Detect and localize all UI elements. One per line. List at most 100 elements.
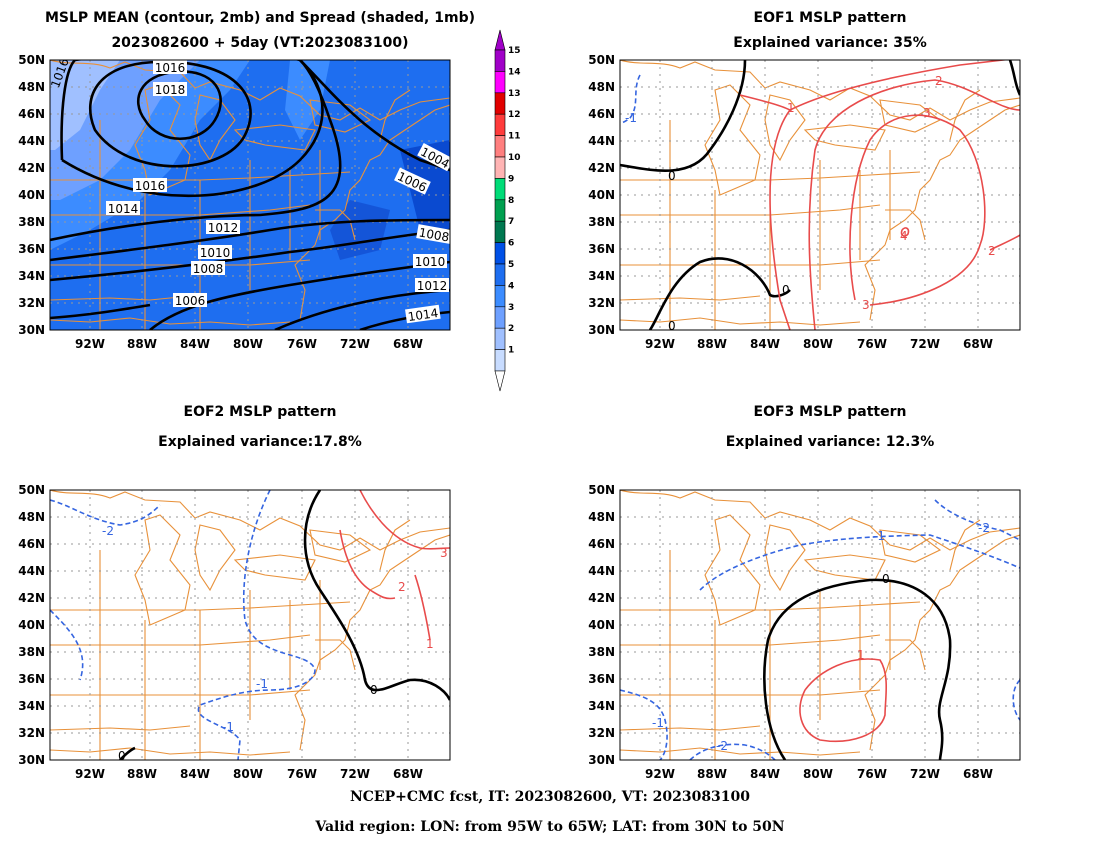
lat-tick-label: 34N [18,699,45,713]
lat-tick-label: 46N [18,107,45,121]
contour-label: 1008 [193,262,224,276]
contour-label: 1010 [415,255,446,269]
lat-tick-label: 46N [588,107,615,121]
lat-tick-label: 30N [588,323,615,337]
contour-label: 3 [862,298,870,312]
colorbar-level-label: 4 [508,281,514,291]
lon-tick-label: 88W [127,767,157,781]
colorbar-swatch [494,327,506,350]
lon-tick-label: 72W [340,767,370,781]
contour-negative-1 [699,534,1020,591]
contour-label: -2 [716,739,728,753]
lat-tick-label: 42N [18,161,45,175]
contour-1-north [789,60,1010,111]
lon-tick-label: 88W [127,337,157,351]
map-frame [49,489,451,761]
lat-tick-label: 48N [588,80,615,94]
eof3-panel-title: EOF3 MSLP pattern [753,404,907,420]
colorbar-level-label: 1 [508,346,514,356]
lon-tick-label: 88W [697,337,727,351]
colorbar-swatch [494,349,506,372]
colorbar-swatch [494,178,506,201]
contour-label: 2 [935,74,943,88]
lat-tick-label: 40N [588,188,615,202]
lon-tick-label: 72W [340,337,370,351]
mslp-mean-contours [50,60,450,330]
lon-tick-label: 84W [750,767,780,781]
colorbar-max-arrow [494,29,506,51]
lat-tick-label: 46N [588,537,615,551]
contour-negative-south [689,743,776,760]
lat-tick-label: 50N [588,53,615,67]
colorbar-level-label: 13 [508,89,521,99]
footer-valid-region: Valid region: LON: from 95W to 65W; LAT:… [315,819,785,835]
contour-label: -1 [625,111,637,125]
lat-tick-label: 44N [588,564,615,578]
lon-tick-label: 76W [857,767,887,781]
contour-label: 4 [900,229,908,243]
eof3-map: -1 -2 0 1 -1 -2 [619,489,1021,761]
contour-negative [620,74,641,125]
colorbar-level-label: 9 [508,174,514,184]
contour-negative-west [620,689,668,760]
lat-tick-label: 34N [588,699,615,713]
lat-tick-label: 42N [588,161,615,175]
contour-label: -1 [222,720,234,734]
lon-tick-label: 80W [233,767,263,781]
contour-zero [303,490,450,701]
eof1-map: -1 0 1 2 3 4 2 3 0 0 [619,59,1021,331]
axis-labels: 50N 48N 46N 44N 42N 40N 38N 36N 34N 32N 30N 92W 88W 8… [18,53,993,781]
lat-tick-label: 36N [588,242,615,256]
contour-label: 3 [923,106,931,120]
contour-1012 [50,60,342,242]
contour-label: 1014 [407,306,439,324]
contour-label: 0 [882,572,890,586]
mean-panel-subtitle: 2023082600 + 5day (VT:2023083100) [111,35,409,51]
contour-label: -1 [652,716,664,730]
contour-label: 1 [857,648,865,662]
lat-tick-label: 38N [18,645,45,659]
contour-zero-south [648,257,791,330]
eof1-panel-subtitle: Explained variance: 35% [733,35,927,51]
contour-negative-west [50,609,84,681]
contour-label: -1 [873,529,885,543]
contour-label: 0 [668,169,676,183]
colorbar-level-label: 6 [508,239,514,249]
colorbar-swatch [494,49,506,72]
lon-tick-label: 92W [75,337,105,351]
contour-label: 0 [370,683,378,697]
lon-tick-label: 92W [645,767,675,781]
colorbar-swatch [494,220,506,243]
lon-tick-label: 76W [857,337,887,351]
mean-spread-map: 1016 1018 1016 1014 1012 1010 1008 1006 … [49,59,451,331]
contour-1004 [50,303,151,320]
contour-negative-2 [934,499,1020,541]
colorbar-level-label: 3 [508,303,514,313]
contour-negative [50,499,161,526]
colorbar-level-label: 15 [508,46,521,56]
colorbar-level-label: 7 [508,217,514,227]
colorbar-level-label: 12 [508,110,521,120]
lat-tick-label: 44N [588,134,615,148]
contour-1016 [89,60,252,168]
lat-tick-label: 34N [588,269,615,283]
lon-tick-label: 88W [697,767,727,781]
lat-tick-label: 46N [18,537,45,551]
colorbar-min-arrow [494,370,506,392]
colorbar-swatch [494,71,506,94]
contour-negative-1 [197,490,316,760]
colorbar-swatch [494,92,506,115]
lat-tick-label: 50N [18,483,45,497]
contour-label: 1012 [208,221,239,235]
contour-1012-south [274,288,450,330]
contour-label: 2 [988,244,996,258]
colorbar-swatch [494,263,506,286]
lon-tick-label: 68W [963,767,993,781]
coastline-boundaries [620,60,1020,330]
contour-label: 1018 [155,83,186,97]
colorbar-swatch [494,242,506,265]
lat-tick-label: 30N [18,753,45,767]
contour-label: 1010 [200,246,231,260]
contour-1010 [50,218,450,262]
